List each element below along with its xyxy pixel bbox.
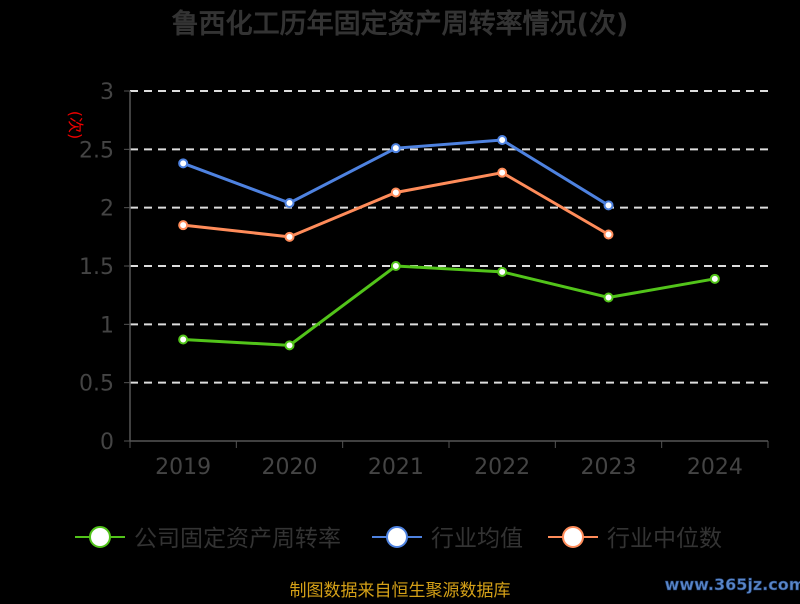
x-tick-label: 2021: [368, 455, 424, 480]
y-axis-label: (次): [66, 111, 85, 140]
y-tick-label: 3: [100, 80, 114, 105]
watermark: www.365jz.com: [665, 575, 800, 594]
chart-title: 鲁西化工历年固定资产周转率情况(次): [172, 8, 629, 40]
data-point: [603, 292, 614, 303]
y-tick-label: 1.5: [79, 255, 114, 280]
x-tick-label: 2019: [155, 455, 211, 480]
x-tick-label: 2024: [687, 455, 743, 480]
y-tick-label: 0: [100, 430, 114, 455]
legend-label: 行业均值: [431, 526, 523, 552]
data-point: [178, 158, 189, 169]
source-note: 制图数据来自恒生聚源数据库: [290, 581, 511, 600]
data-point: [497, 266, 508, 277]
y-tick-label: 2: [100, 197, 114, 222]
data-point: [497, 167, 508, 178]
data-point: [390, 261, 401, 271]
y-tick-label: 1: [100, 313, 114, 338]
data-point: [284, 231, 295, 242]
y-tick-label: 2.5: [79, 138, 114, 163]
data-point: [390, 187, 401, 198]
legend-label: 公司固定资产周转率: [134, 526, 341, 552]
data-point: [497, 135, 508, 145]
data-point: [709, 273, 720, 284]
data-point: [390, 143, 401, 154]
data-point: [603, 200, 614, 211]
legend-label: 行业中位数: [607, 526, 722, 552]
x-tick-label: 2023: [581, 455, 637, 480]
data-point: [284, 340, 295, 351]
data-point: [178, 220, 189, 231]
series-line-2: [183, 171, 610, 239]
data-point: [178, 334, 189, 345]
y-tick-label: 0.5: [79, 372, 114, 397]
data-point: [603, 229, 614, 240]
legend-marker: [562, 526, 584, 548]
data-point: [284, 198, 295, 208]
series-line-0: [183, 264, 716, 347]
legend-marker: [386, 526, 408, 548]
x-tick-label: 2020: [262, 455, 318, 480]
x-tick-label: 2022: [474, 455, 530, 480]
legend-marker: [89, 526, 111, 548]
